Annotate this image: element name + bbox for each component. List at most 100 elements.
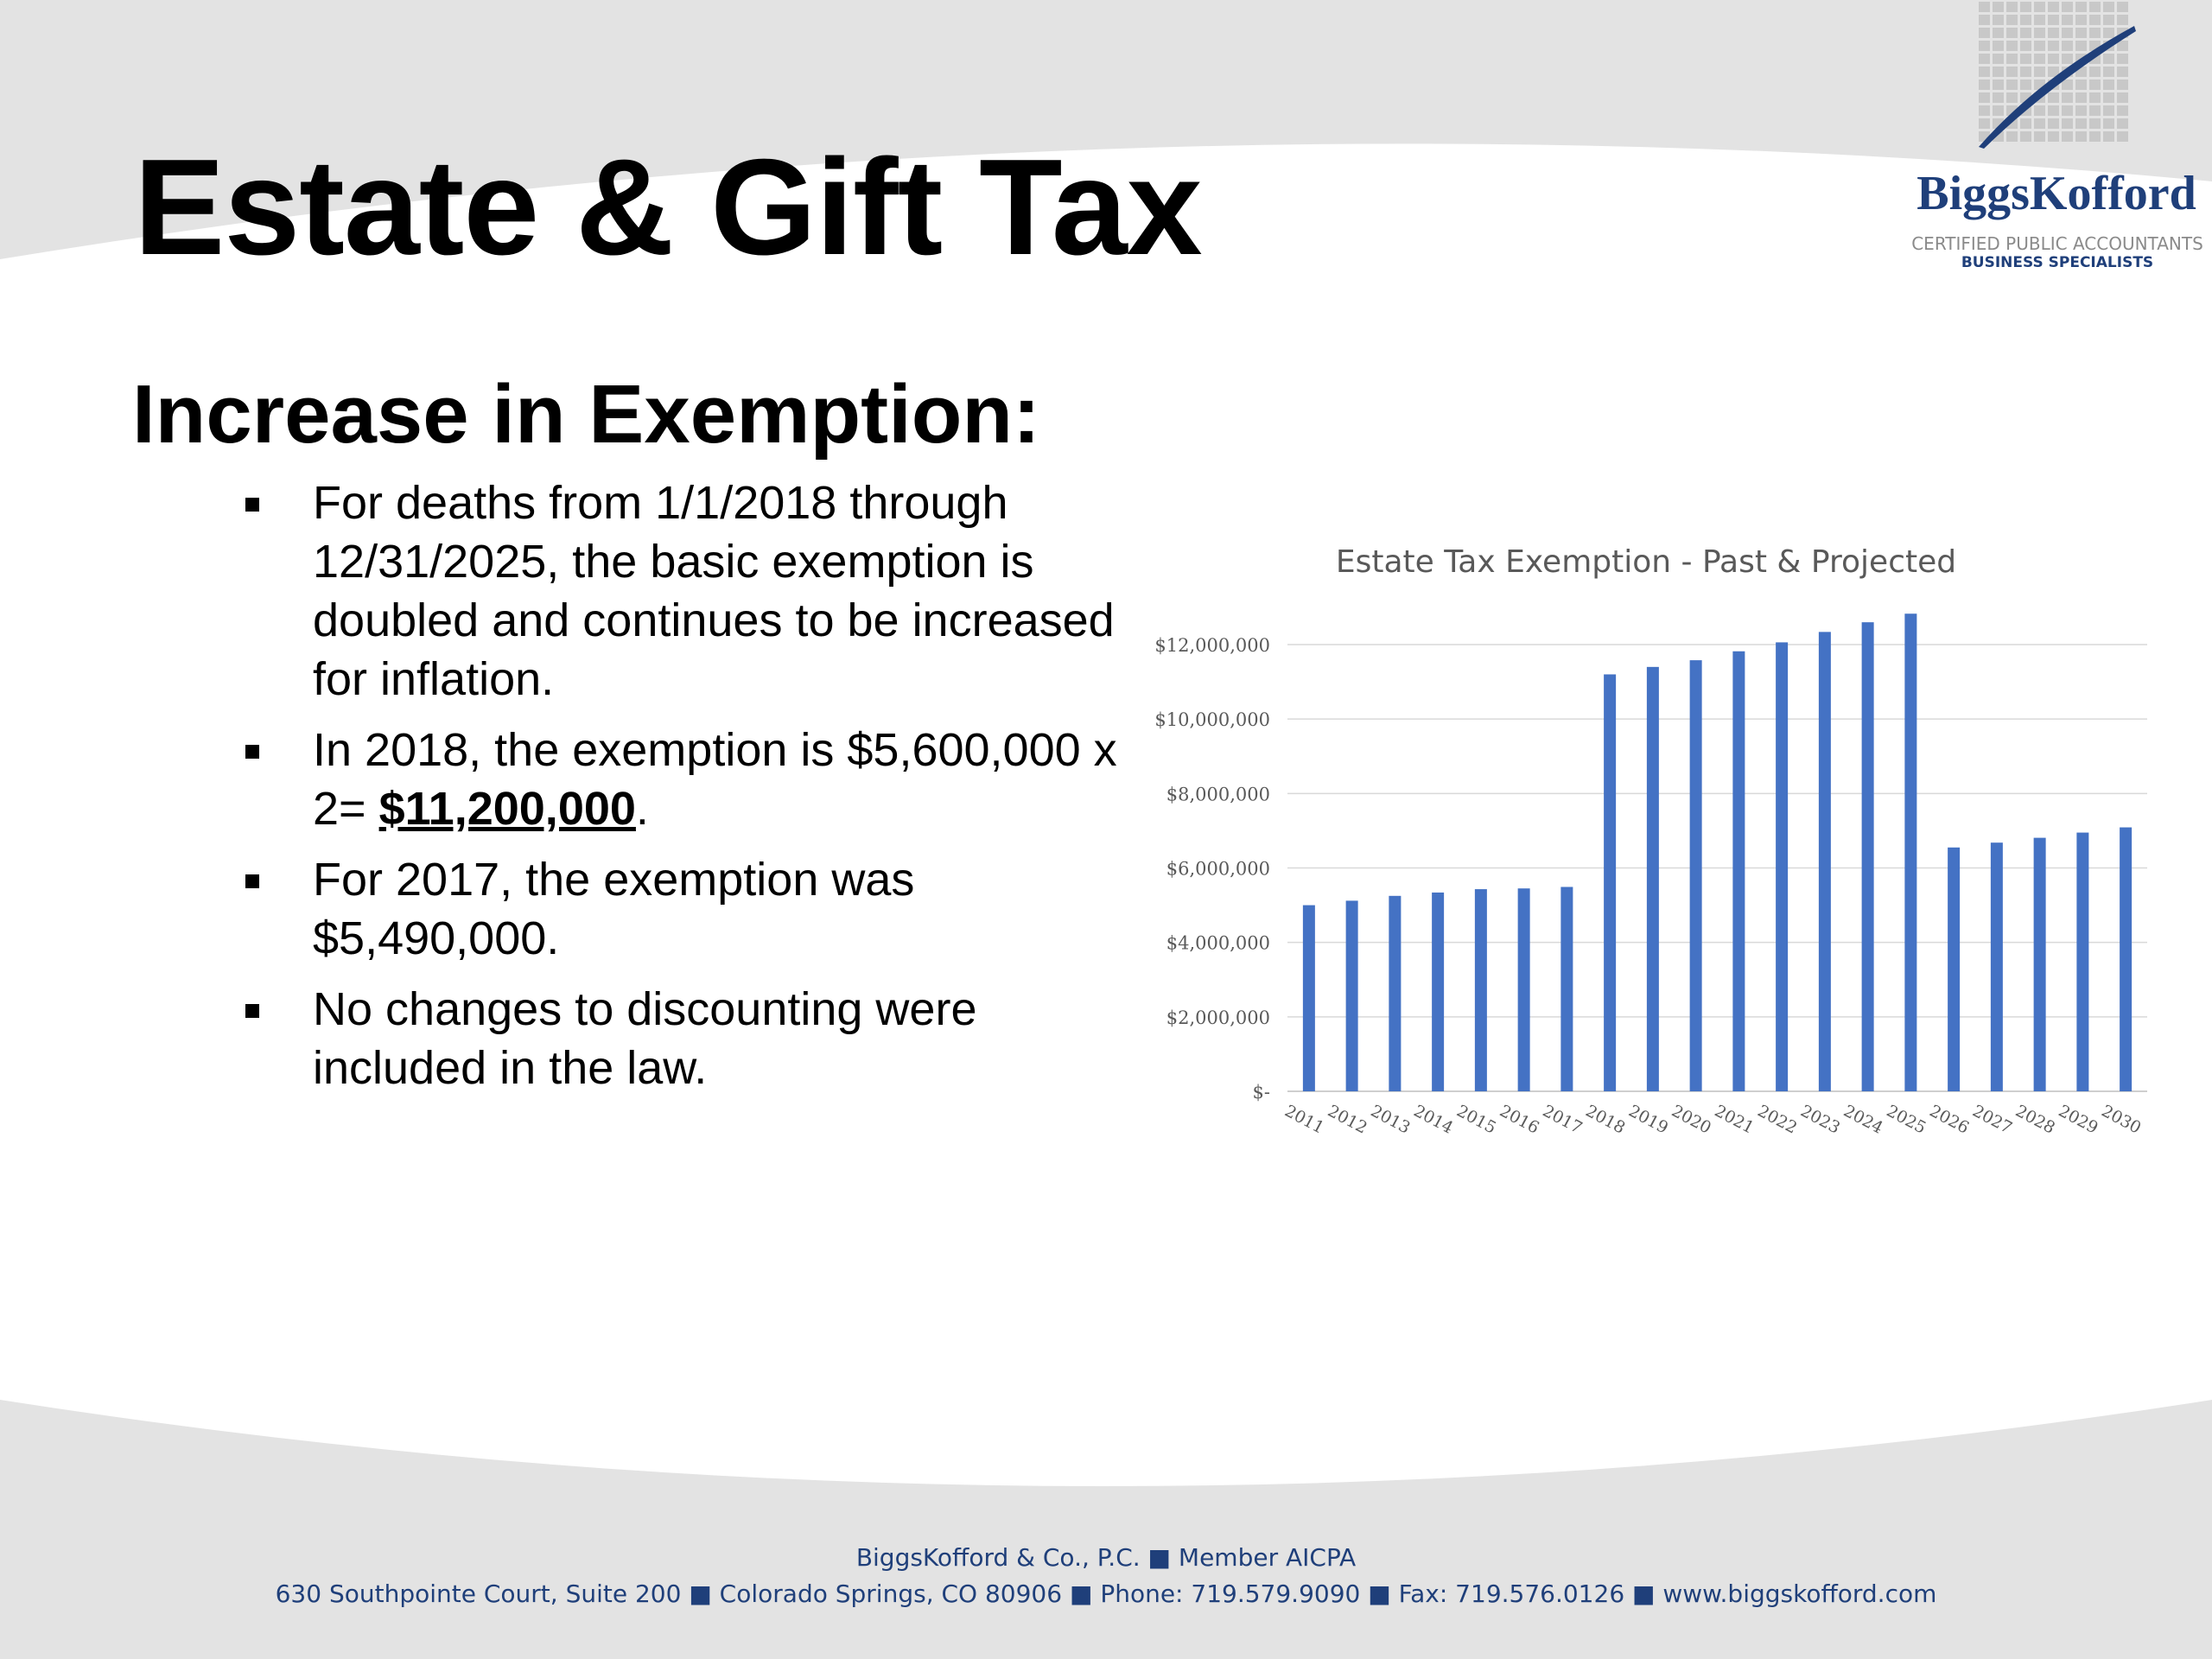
chart-title: Estate Tax Exemption - Past & Projected [1336, 544, 1956, 580]
x-tick-label: 2020 [1669, 1102, 1714, 1138]
bullet-item: No changes to discounting were included … [242, 980, 1141, 1097]
logo-name: BiggsKofford [1916, 167, 2196, 220]
bullet-list: For deaths from 1/1/2018 through 12/31/2… [242, 474, 1141, 1109]
logo-grid-cell [2048, 105, 2059, 116]
logo-grid-cell [2075, 92, 2087, 103]
logo-grid-cell [1979, 67, 1990, 77]
x-tick-label: 2029 [2056, 1102, 2101, 1138]
logo-grid-cell [2006, 41, 2018, 51]
logo-grid-cell [2048, 28, 2059, 38]
logo-grid-cell [1993, 92, 2004, 103]
logo-grid-cell [2117, 118, 2128, 129]
footer-address: 630 Southpointe Court, Suite 200 ■ Color… [275, 1580, 1937, 1608]
logo-grid-cell [2103, 15, 2114, 25]
logo-grid-cell [2034, 28, 2045, 38]
logo-grid-cell [2020, 54, 2031, 64]
logo-grid-cell [2034, 54, 2045, 64]
logo-grid-cell [2062, 41, 2073, 51]
logo-grid-cell [2048, 92, 2059, 103]
logo-swoosh-icon [1979, 26, 2136, 149]
chart-bars [1302, 613, 2133, 1091]
logo-tagline-2: BUSINESS SPECIALISTS [1961, 254, 2154, 271]
y-tick-label: $10,000,000 [1154, 709, 1270, 730]
logo-grid-cell [1993, 79, 2004, 90]
logo-grid-cell [1993, 54, 2004, 64]
logo-grid-cell [2020, 79, 2031, 90]
logo-grid-cell [2103, 105, 2114, 116]
logo-grid-cell [1979, 92, 1990, 103]
bar-2028 [2033, 837, 2046, 1091]
x-tick-label: 2012 [1325, 1102, 1370, 1138]
logo-grid-cell [2062, 79, 2073, 90]
y-tick-label: $12,000,000 [1154, 635, 1270, 656]
top-band [0, 0, 2212, 259]
logo-grid-cell [2006, 92, 2018, 103]
logo-grid-cell [1993, 67, 2004, 77]
logo-grid-cell [1993, 2, 2004, 12]
logo-grid-cell [2006, 79, 2018, 90]
x-tick-label: 2019 [1625, 1102, 1671, 1138]
logo-grid-cell [2062, 92, 2073, 103]
logo-grid-cell [2117, 105, 2128, 116]
logo-grid-cell [2020, 2, 2031, 12]
logo-grid-cell [1993, 28, 2004, 38]
bullet-item: For deaths from 1/1/2018 through 12/31/2… [242, 474, 1141, 709]
x-tick-label: 2013 [1368, 1102, 1414, 1138]
logo-grid-cell [2006, 131, 2018, 142]
logo-grid-cell [1979, 15, 1990, 25]
logo-grid-cell [2034, 105, 2045, 116]
bar-2013 [1389, 895, 1402, 1091]
logo-grid-cell [1979, 28, 1990, 38]
bullet-text: In 2018, the exemption is $5,600,000 x 2… [313, 724, 1117, 835]
bar-2019 [1646, 666, 1659, 1091]
logo-grid-cell [2006, 28, 2018, 38]
bar-2014 [1432, 892, 1445, 1091]
logo-grid-cell [2006, 54, 2018, 64]
bar-2026 [1948, 847, 1961, 1091]
bullet-end: . [635, 783, 649, 835]
slide-subtitle: Increase in Exemption: [132, 368, 1040, 461]
logo-grid-cell [2075, 105, 2087, 116]
slide-title: Estate & Gift Tax [134, 131, 1203, 283]
logo-grid-cell [2089, 67, 2101, 77]
footer-company: BiggsKofford & Co., P.C. ■ Member AICPA [855, 1543, 1357, 1572]
logo-grid-cell [2103, 118, 2114, 129]
bar-2027 [1990, 842, 2003, 1091]
logo-grid-cell [1979, 118, 1990, 129]
logo-grid-cell [2006, 15, 2018, 25]
bar-2016 [1517, 888, 1530, 1091]
x-tick-label: 2024 [1840, 1102, 1886, 1138]
logo-grid-cell [2089, 131, 2101, 142]
logo-grid-cell [2034, 41, 2045, 51]
bar-2012 [1345, 900, 1358, 1091]
bar-2021 [1732, 651, 1745, 1091]
logo-grid-cell [1993, 105, 2004, 116]
logo-grid-cell [2006, 67, 2018, 77]
x-tick-label: 2028 [2012, 1102, 2058, 1138]
logo-grid-cell [2062, 131, 2073, 142]
bar-2023 [1818, 632, 1831, 1091]
bar-2025 [1904, 613, 1917, 1091]
logo-grid-cell [2048, 118, 2059, 129]
logo-grid-cell [2103, 131, 2114, 142]
exemption-bar-chart: Estate Tax Exemption - Past & Projected … [1154, 544, 2147, 1138]
x-tick-label: 2021 [1712, 1102, 1758, 1138]
logo-grid-cell [2089, 105, 2101, 116]
logo-grid-cell [2075, 79, 2087, 90]
square-bullet-icon [245, 745, 259, 759]
logo-grid-cell [2020, 15, 2031, 25]
logo-grid-cell [2117, 41, 2128, 51]
logo-grid-cell [2048, 2, 2059, 12]
logo-grid-cell [2034, 131, 2045, 142]
y-axis-ticks: $- $2,000,000 $4,000,000 $6,000,000 $8,000,0… [1154, 635, 1270, 1103]
x-tick-label: 2027 [1969, 1102, 2015, 1138]
logo-grid-cell [2103, 28, 2114, 38]
logo-grid-cell [2062, 54, 2073, 64]
chart-gridlines [1287, 644, 2147, 1092]
logo-grid-cell [2103, 54, 2114, 64]
bar-2017 [1560, 887, 1573, 1091]
bar-2030 [2120, 827, 2133, 1091]
bullet-text: For deaths from 1/1/2018 through 12/31/2… [313, 477, 1115, 705]
logo-grid-cell [2103, 92, 2114, 103]
